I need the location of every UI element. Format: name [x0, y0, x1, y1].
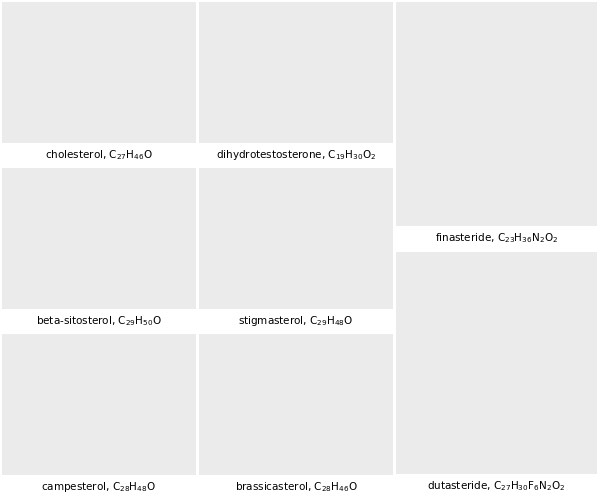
- Text: beta-sitosterol, C$_{29}$H$_{50}$O: beta-sitosterol, C$_{29}$H$_{50}$O: [36, 314, 162, 328]
- Bar: [396, 252, 597, 474]
- Bar: [2, 334, 196, 475]
- Text: cholesterol, C$_{27}$H$_{46}$O: cholesterol, C$_{27}$H$_{46}$O: [45, 148, 153, 162]
- Bar: [199, 2, 393, 143]
- Text: finasteride, C$_{23}$H$_{36}$N$_2$O$_2$: finasteride, C$_{23}$H$_{36}$N$_2$O$_2$: [435, 231, 558, 245]
- Bar: [2, 2, 196, 143]
- Bar: [199, 168, 393, 309]
- Bar: [396, 2, 597, 226]
- Bar: [2, 168, 196, 309]
- Text: dutasteride, C$_{27}$H$_{30}$F$_6$N$_2$O$_2$: dutasteride, C$_{27}$H$_{30}$F$_6$N$_2$O…: [427, 479, 566, 493]
- Text: stigmasterol, C$_{29}$H$_{48}$O: stigmasterol, C$_{29}$H$_{48}$O: [238, 314, 353, 328]
- Bar: [199, 334, 393, 475]
- Text: dihydrotestosterone, C$_{19}$H$_{30}$O$_2$: dihydrotestosterone, C$_{19}$H$_{30}$O$_…: [216, 148, 376, 162]
- Text: campesterol, C$_{28}$H$_{48}$O: campesterol, C$_{28}$H$_{48}$O: [41, 480, 157, 494]
- Text: brassicasterol, C$_{28}$H$_{46}$O: brassicasterol, C$_{28}$H$_{46}$O: [235, 480, 358, 494]
